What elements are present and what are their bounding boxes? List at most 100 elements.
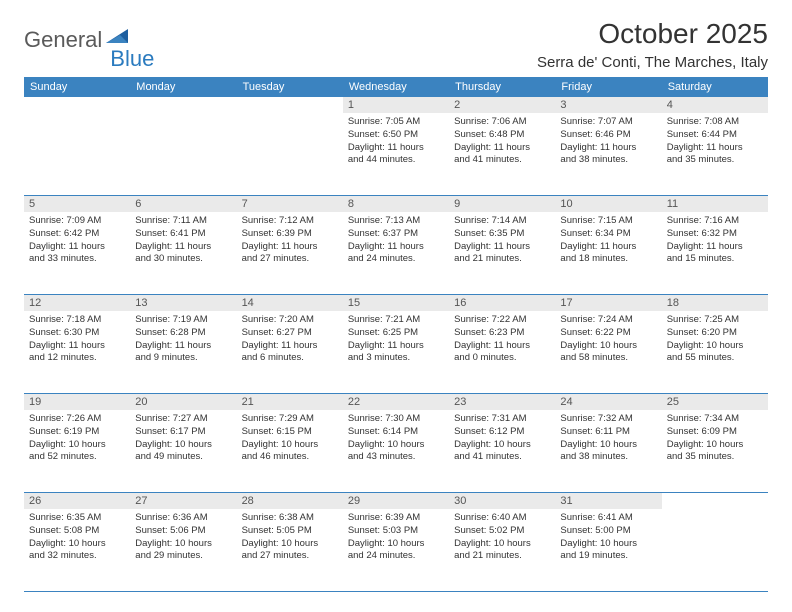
- sunrise-text: Sunrise: 7:16 AM: [667, 215, 763, 228]
- daylight-text-1: Daylight: 10 hours: [560, 538, 656, 551]
- daylight-text-1: Daylight: 11 hours: [348, 340, 444, 353]
- day-number: 23: [449, 394, 555, 410]
- daylight-text-2: and 21 minutes.: [454, 253, 550, 266]
- daylight-text-2: and 29 minutes.: [135, 550, 231, 563]
- daylight-text-2: and 21 minutes.: [454, 550, 550, 563]
- sunset-text: Sunset: 5:08 PM: [29, 525, 125, 538]
- header: General Blue October 2025 Serra de' Cont…: [0, 0, 792, 77]
- location: Serra de' Conti, The Marches, Italy: [537, 54, 768, 71]
- day-cell: Sunrise: 6:36 AMSunset: 5:06 PMDaylight:…: [130, 509, 236, 591]
- day-cell: Sunrise: 7:29 AMSunset: 6:15 PMDaylight:…: [237, 410, 343, 492]
- day-number: [237, 97, 343, 113]
- day-number-row: 567891011: [24, 196, 768, 212]
- sunset-text: Sunset: 6:34 PM: [560, 228, 656, 241]
- logo-text-blue: Blue: [110, 46, 154, 72]
- daylight-text-1: Daylight: 11 hours: [29, 340, 125, 353]
- day-number: 25: [662, 394, 768, 410]
- sunset-text: Sunset: 6:15 PM: [242, 426, 338, 439]
- daylight-text-1: Daylight: 10 hours: [29, 439, 125, 452]
- daylight-text-1: Daylight: 11 hours: [135, 241, 231, 254]
- day-number: 31: [555, 493, 661, 509]
- week-row: Sunrise: 7:18 AMSunset: 6:30 PMDaylight:…: [24, 311, 768, 394]
- day-cell: Sunrise: 7:12 AMSunset: 6:39 PMDaylight:…: [237, 212, 343, 294]
- sunrise-text: Sunrise: 6:35 AM: [29, 512, 125, 525]
- day-number: 12: [24, 295, 130, 311]
- sunset-text: Sunset: 6:14 PM: [348, 426, 444, 439]
- daylight-text-1: Daylight: 10 hours: [242, 439, 338, 452]
- day-cell: Sunrise: 7:27 AMSunset: 6:17 PMDaylight:…: [130, 410, 236, 492]
- day-cell: Sunrise: 7:19 AMSunset: 6:28 PMDaylight:…: [130, 311, 236, 393]
- daylight-text-2: and 44 minutes.: [348, 154, 444, 167]
- sunset-text: Sunset: 6:37 PM: [348, 228, 444, 241]
- daylight-text-2: and 12 minutes.: [29, 352, 125, 365]
- sunrise-text: Sunrise: 7:31 AM: [454, 413, 550, 426]
- daylight-text-2: and 19 minutes.: [560, 550, 656, 563]
- daylight-text-1: Daylight: 10 hours: [135, 439, 231, 452]
- sunset-text: Sunset: 6:20 PM: [667, 327, 763, 340]
- daylight-text-1: Daylight: 11 hours: [454, 142, 550, 155]
- day-cell: Sunrise: 7:09 AMSunset: 6:42 PMDaylight:…: [24, 212, 130, 294]
- sunrise-text: Sunrise: 7:24 AM: [560, 314, 656, 327]
- daylight-text-2: and 55 minutes.: [667, 352, 763, 365]
- weekday-cell: Sunday: [24, 77, 130, 97]
- daylight-text-2: and 30 minutes.: [135, 253, 231, 266]
- day-cell: [130, 113, 236, 195]
- day-number: 19: [24, 394, 130, 410]
- daylight-text-2: and 38 minutes.: [560, 154, 656, 167]
- day-cell: Sunrise: 6:38 AMSunset: 5:05 PMDaylight:…: [237, 509, 343, 591]
- day-number-row: 19202122232425: [24, 394, 768, 410]
- sunrise-text: Sunrise: 6:36 AM: [135, 512, 231, 525]
- day-number: 8: [343, 196, 449, 212]
- day-number: 13: [130, 295, 236, 311]
- daylight-text-1: Daylight: 11 hours: [242, 241, 338, 254]
- daylight-text-1: Daylight: 10 hours: [454, 538, 550, 551]
- sunset-text: Sunset: 6:09 PM: [667, 426, 763, 439]
- day-cell: Sunrise: 7:26 AMSunset: 6:19 PMDaylight:…: [24, 410, 130, 492]
- sunset-text: Sunset: 6:50 PM: [348, 129, 444, 142]
- daylight-text-2: and 33 minutes.: [29, 253, 125, 266]
- daylight-text-1: Daylight: 10 hours: [667, 439, 763, 452]
- sunrise-text: Sunrise: 7:32 AM: [560, 413, 656, 426]
- day-cell: [237, 113, 343, 195]
- daylight-text-1: Daylight: 10 hours: [348, 538, 444, 551]
- day-cell: [662, 509, 768, 591]
- sunrise-text: Sunrise: 7:14 AM: [454, 215, 550, 228]
- daylight-text-1: Daylight: 10 hours: [29, 538, 125, 551]
- daylight-text-1: Daylight: 11 hours: [29, 241, 125, 254]
- day-cell: Sunrise: 7:20 AMSunset: 6:27 PMDaylight:…: [237, 311, 343, 393]
- day-cell: Sunrise: 7:21 AMSunset: 6:25 PMDaylight:…: [343, 311, 449, 393]
- sunrise-text: Sunrise: 7:05 AM: [348, 116, 444, 129]
- sunset-text: Sunset: 6:42 PM: [29, 228, 125, 241]
- day-number: [662, 493, 768, 509]
- sunrise-text: Sunrise: 7:13 AM: [348, 215, 444, 228]
- daylight-text-2: and 15 minutes.: [667, 253, 763, 266]
- day-number: 27: [130, 493, 236, 509]
- sunrise-text: Sunrise: 6:38 AM: [242, 512, 338, 525]
- sunrise-text: Sunrise: 6:40 AM: [454, 512, 550, 525]
- day-cell: Sunrise: 7:13 AMSunset: 6:37 PMDaylight:…: [343, 212, 449, 294]
- sunset-text: Sunset: 5:05 PM: [242, 525, 338, 538]
- day-number-row: 262728293031: [24, 493, 768, 509]
- day-number: 16: [449, 295, 555, 311]
- daylight-text-2: and 3 minutes.: [348, 352, 444, 365]
- sunrise-text: Sunrise: 7:12 AM: [242, 215, 338, 228]
- sunset-text: Sunset: 5:00 PM: [560, 525, 656, 538]
- day-number: 28: [237, 493, 343, 509]
- daylight-text-2: and 46 minutes.: [242, 451, 338, 464]
- sunset-text: Sunset: 6:46 PM: [560, 129, 656, 142]
- day-cell: Sunrise: 7:08 AMSunset: 6:44 PMDaylight:…: [662, 113, 768, 195]
- daylight-text-2: and 24 minutes.: [348, 253, 444, 266]
- sunrise-text: Sunrise: 7:19 AM: [135, 314, 231, 327]
- day-number: 5: [24, 196, 130, 212]
- daylight-text-1: Daylight: 11 hours: [667, 142, 763, 155]
- sunrise-text: Sunrise: 7:22 AM: [454, 314, 550, 327]
- daylight-text-1: Daylight: 10 hours: [242, 538, 338, 551]
- day-cell: Sunrise: 7:34 AMSunset: 6:09 PMDaylight:…: [662, 410, 768, 492]
- sunrise-text: Sunrise: 7:15 AM: [560, 215, 656, 228]
- weekday-cell: Friday: [555, 77, 661, 97]
- sunset-text: Sunset: 6:30 PM: [29, 327, 125, 340]
- sunset-text: Sunset: 6:17 PM: [135, 426, 231, 439]
- sunrise-text: Sunrise: 6:39 AM: [348, 512, 444, 525]
- sunrise-text: Sunrise: 7:18 AM: [29, 314, 125, 327]
- daylight-text-2: and 41 minutes.: [454, 451, 550, 464]
